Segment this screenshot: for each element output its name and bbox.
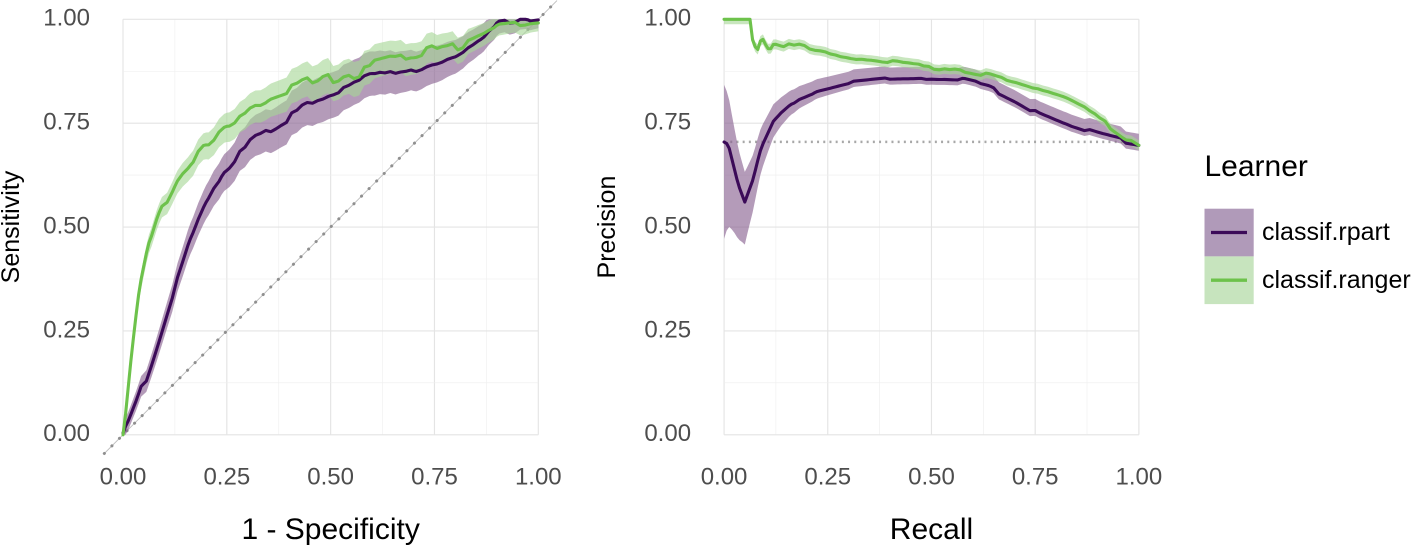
svg-text:0.00: 0.00	[43, 420, 90, 447]
svg-text:Learner: Learner	[1205, 150, 1308, 183]
svg-text:0.25: 0.25	[804, 464, 851, 491]
svg-text:0.25: 0.25	[43, 316, 90, 343]
svg-text:0.00: 0.00	[100, 464, 147, 491]
svg-text:1.00: 1.00	[43, 5, 90, 32]
svg-text:0.25: 0.25	[644, 316, 691, 343]
svg-text:Recall: Recall	[890, 513, 973, 546]
svg-text:0.75: 0.75	[644, 109, 691, 136]
svg-text:0.25: 0.25	[203, 464, 250, 491]
svg-text:1.00: 1.00	[644, 5, 691, 32]
svg-text:0.75: 0.75	[411, 464, 458, 491]
svg-text:0.50: 0.50	[307, 464, 354, 491]
svg-text:0.75: 0.75	[1012, 464, 1059, 491]
svg-text:classif.rpart: classif.rpart	[1262, 218, 1390, 246]
svg-text:0.50: 0.50	[43, 212, 90, 239]
svg-text:1 - Specificity: 1 - Specificity	[241, 513, 419, 546]
svg-text:0.00: 0.00	[644, 420, 691, 447]
svg-text:1.00: 1.00	[1116, 464, 1163, 491]
svg-text:0.50: 0.50	[908, 464, 955, 491]
svg-text:1.00: 1.00	[515, 464, 562, 491]
svg-text:Precision: Precision	[593, 176, 621, 279]
svg-text:0.75: 0.75	[43, 109, 90, 136]
svg-text:Sensitivity: Sensitivity	[0, 170, 25, 283]
svg-text:classif.ranger: classif.ranger	[1262, 266, 1411, 294]
svg-text:0.00: 0.00	[701, 464, 748, 491]
svg-text:0.50: 0.50	[644, 212, 691, 239]
